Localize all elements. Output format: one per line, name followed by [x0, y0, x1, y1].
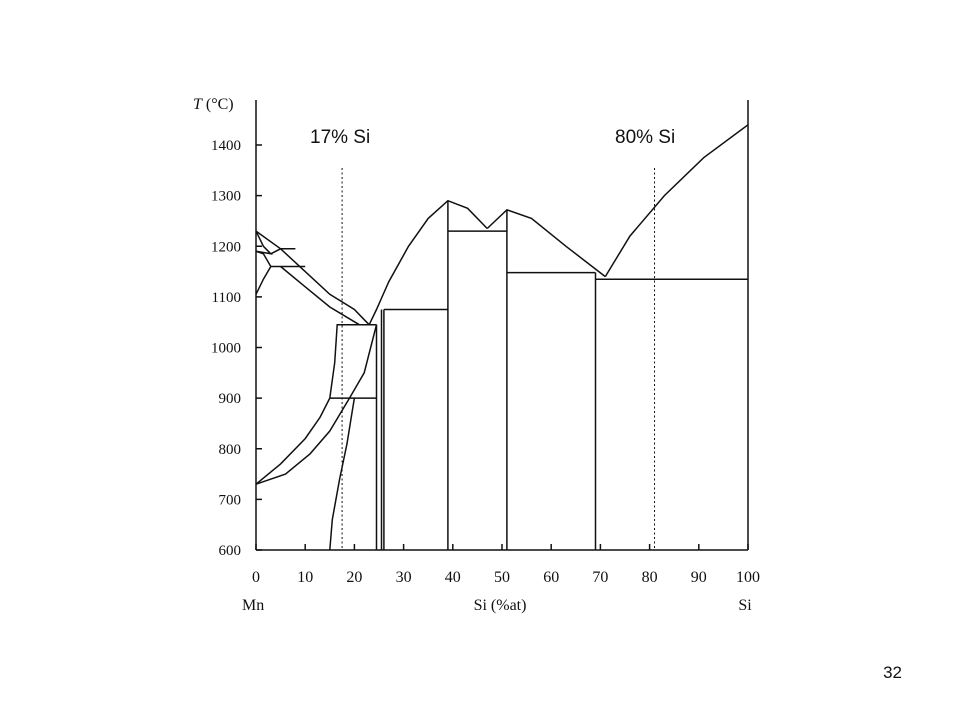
phase-boundary	[486, 208, 606, 278]
y-tick-label: 1400	[211, 138, 241, 154]
x-tick-label: 60	[543, 569, 559, 586]
x-tick-label: 100	[736, 569, 760, 586]
phase-boundary	[280, 265, 377, 326]
x-tick-label: 40	[445, 569, 461, 586]
tick-labels: 600 700 800 900 1000 1100 1200 1300 1400 0 10 20 30 4…	[211, 138, 760, 586]
y-axis-title: T (°C)	[193, 96, 234, 113]
x-tick-label: 30	[396, 569, 412, 586]
phase-boundary	[255, 230, 273, 255]
y-tick-label: 1100	[212, 290, 241, 306]
reference-lines	[341, 168, 656, 550]
phase-boundary	[255, 230, 370, 326]
left-component-label: Mn	[242, 597, 264, 614]
y-tick-label: 700	[219, 492, 242, 508]
annotation-17-si: 17% Si	[310, 127, 370, 148]
x-tick-label: 0	[252, 569, 260, 586]
x-tick-label: 50	[494, 569, 510, 586]
phase-boundary	[270, 248, 296, 255]
y-axis-title-unit: (°C)	[202, 96, 234, 113]
page-number: 32	[883, 663, 902, 682]
y-tick-label: 1200	[211, 239, 241, 255]
phase-boundary	[255, 250, 272, 295]
right-component-label: Si	[738, 597, 752, 614]
ticks	[255, 144, 749, 551]
phase-boundary	[368, 199, 488, 326]
annotation-80-si: 80% Si	[615, 127, 675, 148]
phase-boundaries	[255, 124, 749, 551]
x-tick-label: 70	[592, 569, 608, 586]
x-tick-label: 10	[297, 569, 313, 586]
phase-boundary	[604, 124, 749, 277]
y-tick-label: 800	[219, 442, 242, 458]
x-tick-label: 90	[691, 569, 707, 586]
phase-boundary	[255, 323, 365, 485]
y-tick-label: 1000	[211, 341, 241, 357]
phase-boundary	[329, 397, 356, 551]
y-tick-label: 1300	[211, 189, 241, 205]
x-axis-title: Si (%at)	[474, 597, 527, 614]
y-tick-label: 900	[219, 391, 242, 407]
x-tick-label: 80	[642, 569, 658, 586]
y-axis-title-symbol: T	[193, 96, 203, 113]
y-tick-label: 600	[219, 543, 242, 559]
phase-boundary	[255, 324, 378, 485]
axes	[255, 100, 749, 551]
x-tick-label: 20	[346, 569, 362, 586]
